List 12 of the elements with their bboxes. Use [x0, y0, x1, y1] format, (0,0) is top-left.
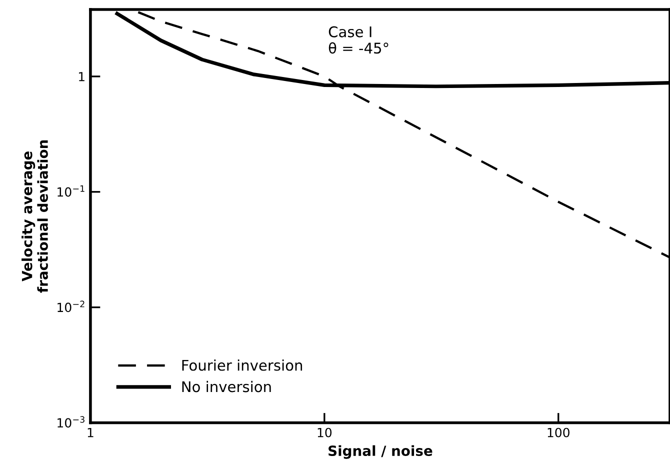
y-tick-label: 10$^{−3}$ — [58, 416, 84, 428]
legend-label: Fourier inversion — [182, 360, 302, 371]
x-tick-label: 10 — [318, 428, 332, 438]
annotation: Case I θ = -45° — [328, 26, 388, 54]
y-tick-label: 10$^{−2}$ — [58, 300, 84, 312]
x-axis-title: Signal / noise — [328, 445, 432, 459]
x-tick-label: 100 — [548, 428, 570, 438]
y-axis-title: Velocity average fractional deviation — [22, 140, 48, 293]
x-tick-label: 1 — [88, 428, 94, 438]
y-tick-label: 10$^{−1}$ — [58, 185, 84, 197]
y-tick-label: 1 — [79, 72, 84, 82]
legend-label: No inversion — [182, 380, 271, 392]
